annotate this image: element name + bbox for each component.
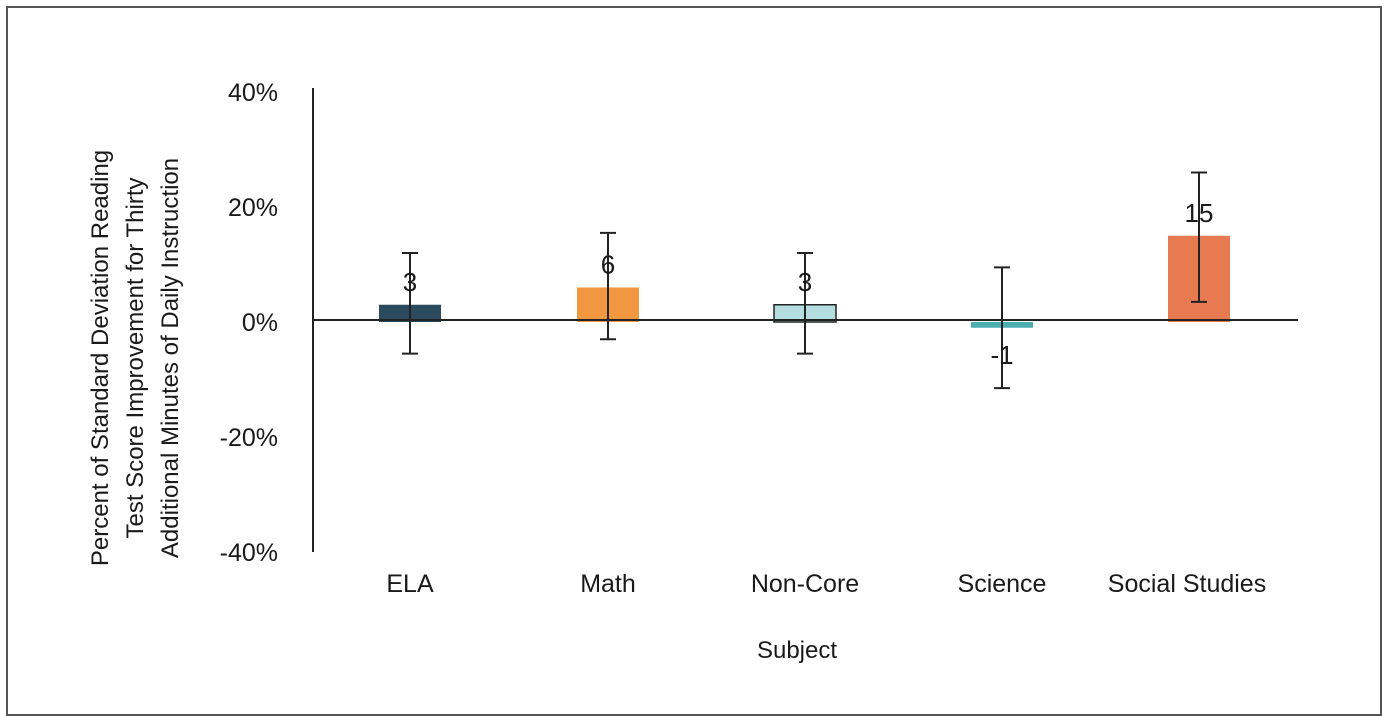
y-tick-label: 0% bbox=[242, 309, 278, 337]
category-label: Social Studies bbox=[1108, 570, 1266, 598]
category-label: Science bbox=[958, 570, 1047, 598]
x-axis-title: Subject bbox=[757, 637, 837, 664]
y-axis-title-line: Test Score Improvement for Thirty bbox=[122, 177, 149, 538]
error-bars bbox=[402, 171, 1207, 390]
data-labels: 3 6 3 -1 15 bbox=[403, 198, 1214, 370]
y-tick-label: -20% bbox=[220, 424, 278, 452]
y-axis-title-line: Additional Minutes of Daily Instruction bbox=[157, 158, 184, 558]
category-label: Math bbox=[580, 570, 636, 598]
chart-frame bbox=[6, 6, 1382, 716]
category-label: ELA bbox=[386, 570, 434, 598]
y-axis-title: Percent of Standard Deviation Reading Tes… bbox=[87, 150, 184, 566]
data-label: 3 bbox=[403, 267, 417, 297]
data-label: 6 bbox=[601, 250, 615, 280]
y-tick-label: 40% bbox=[228, 79, 278, 107]
category-labels: ELA Math Non-Core Science Social Studies bbox=[386, 570, 1266, 598]
y-tick-label: -40% bbox=[220, 539, 278, 567]
data-label: -1 bbox=[990, 340, 1013, 370]
data-label: 3 bbox=[798, 267, 812, 297]
data-label: 15 bbox=[1185, 198, 1214, 228]
category-label: Non-Core bbox=[751, 570, 859, 598]
y-axis-title-line: Percent of Standard Deviation Reading bbox=[87, 150, 114, 566]
y-tick-labels: 40% 20% 0% -20% -40% bbox=[220, 79, 278, 567]
y-tick-label: 20% bbox=[228, 194, 278, 222]
